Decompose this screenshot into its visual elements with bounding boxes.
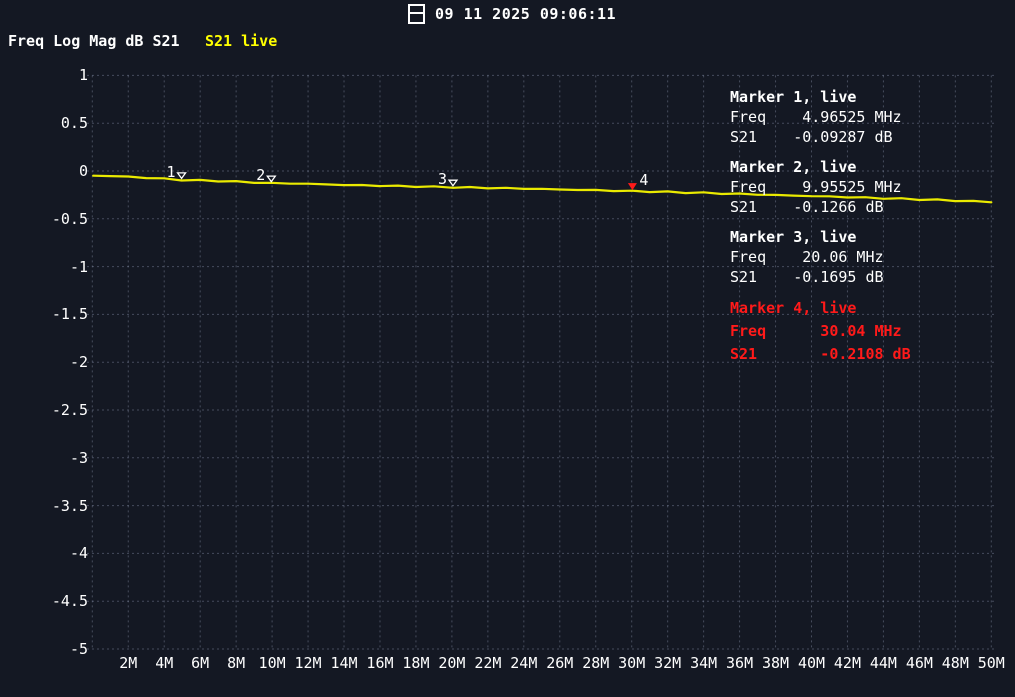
marker-2-info-row: Freq 9.95525 MHz [730,178,902,196]
marker-4-handle[interactable] [627,183,637,191]
trace-legend-s21-live[interactable]: S21 live [205,32,278,50]
y-tick-label: -3 [69,448,88,467]
x-tick-label: 4M [155,654,174,672]
x-tick-label: 28M [582,654,610,672]
datetime-text: 09 11 2025 09:06:11 [435,5,617,23]
marker-4-info-row: Freq 30.04 MHz [730,322,902,340]
y-tick-label: -1 [69,257,88,276]
marker-1-handle[interactable] [176,172,187,180]
y-tick-label: -1.5 [51,305,88,324]
x-tick-label: 24M [510,654,538,672]
y-tick-label: -2.5 [51,401,88,419]
x-tick-label: 18M [402,654,430,672]
x-tick-label: 38M [761,654,790,672]
x-tick-label: 8M [227,654,246,672]
marker-2-handle[interactable] [266,175,277,183]
y-tick-label: 1 [78,66,88,85]
marker-3-info-row: Freq 20.06 MHz [730,248,884,266]
y-tick-label: -3.5 [51,496,88,515]
x-tick-label: 42M [833,654,861,672]
x-tick-label: 12M [294,654,322,672]
marker-2-number: 2 [256,166,265,184]
y-tick-label: -4.5 [51,592,88,611]
x-tick-label: 10M [258,654,286,672]
marker-2-info-title: Marker 2, live [730,158,857,176]
y-tick-label: -4 [69,544,88,563]
marker-1-info-row: S21 -0.09287 dB [730,128,893,146]
titlebar: 09 11 2025 09:06:11 [408,4,616,24]
marker-4-info: Marker 4, live Freq 30.04 MHz S21 -0.2108 … [730,297,911,366]
marker-3-info-row: S21 -0.1695 dB [730,268,884,286]
marker-2-info-row: S21 -0.1266 dB [730,198,884,216]
marker-3-handle[interactable] [447,179,459,187]
calendar-icon [408,4,425,24]
y-tick-label: -2 [69,353,88,372]
marker-1-number: 1 [167,163,176,181]
chart-title: Freq Log Mag dB S21 [8,32,180,50]
marker-3-info: Marker 3, live Freq 20.06 MHz S21 -0.1695 … [730,227,884,287]
x-tick-label: 26M [546,654,574,672]
x-tick-label: 14M [330,654,358,672]
y-tick-label: -5 [69,640,88,658]
x-tick-label: 16M [366,654,394,672]
s21-trace [92,174,993,204]
x-tick-label: 34M [690,654,718,672]
marker-4-info-title: Marker 4, live [730,299,857,317]
x-tick-label: 30M [618,654,646,672]
marker-4-info-row: S21 -0.2108 dB [730,345,911,363]
marker-1-info-title: Marker 1, live [730,88,857,106]
x-tick-label: 46M [905,654,933,672]
x-tick-label: 22M [474,654,502,672]
y-tick-label: 0.5 [60,114,88,133]
marker-3-info-title: Marker 3, live [730,228,857,246]
marker-4-number: 4 [639,171,648,189]
marker-1-info-row: Freq 4.96525 MHz [730,108,902,126]
x-tick-label: 36M [726,654,754,672]
x-tick-label: 40M [797,654,826,672]
marker-1-info: Marker 1, live Freq 4.96525 MHz S21 -0.092… [730,87,902,147]
x-tick-label: 2M [119,654,138,672]
x-tick-label: 6M [191,654,210,672]
y-tick-label: 0 [78,162,88,180]
marker-3-number: 3 [438,170,447,188]
x-tick-label: 44M [869,654,897,672]
y-tick-label: -0.5 [51,209,88,228]
x-tick-label: 20M [438,654,466,672]
x-tick-label: 50M [977,654,1005,672]
x-tick-label: 48M [941,654,969,672]
x-tick-label: 32M [654,654,682,672]
marker-2-info: Marker 2, live Freq 9.95525 MHz S21 -0.126… [730,157,902,217]
